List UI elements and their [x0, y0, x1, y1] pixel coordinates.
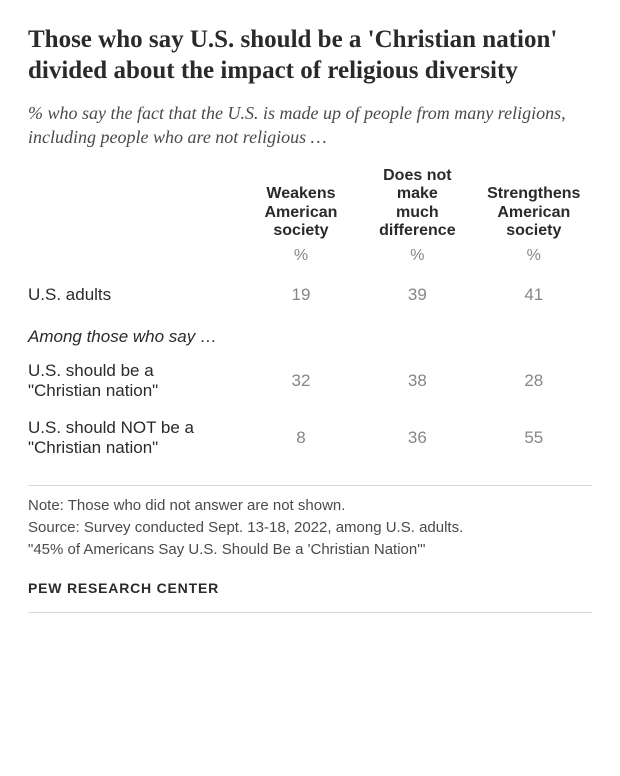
subtitle: % who say the fact that the U.S. is made…: [28, 101, 592, 150]
page-title: Those who say U.S. should be a 'Christia…: [28, 24, 592, 87]
data-table: Weakens American society Does not make m…: [28, 167, 592, 467]
section-header-row: Among those who say …: [28, 313, 592, 353]
table-row: U.S. should be a "Christian nation" 32 3…: [28, 353, 592, 410]
col-header-no-diff: Does not make much difference: [359, 167, 475, 243]
unit-row: % % %: [28, 243, 592, 277]
unit-label: %: [476, 243, 592, 277]
section-header: Among those who say …: [28, 313, 592, 353]
cell-value: 19: [243, 277, 359, 313]
cell-value: 28: [476, 353, 592, 410]
cell-value: 38: [359, 353, 475, 410]
row-label: U.S. adults: [28, 277, 243, 313]
attribution: PEW RESEARCH CENTER: [28, 580, 592, 613]
unit-label: %: [243, 243, 359, 277]
cell-value: 39: [359, 277, 475, 313]
note-line: Note: Those who did not answer are not s…: [28, 496, 592, 516]
note-line: Source: Survey conducted Sept. 13-18, 20…: [28, 518, 592, 538]
table-row: U.S. should NOT be a "Christian nation" …: [28, 410, 592, 467]
notes-block: Note: Those who did not answer are not s…: [28, 485, 592, 561]
cell-value: 41: [476, 277, 592, 313]
table-row: U.S. adults 19 39 41: [28, 277, 592, 313]
cell-value: 8: [243, 410, 359, 467]
row-label: U.S. should be a "Christian nation": [28, 353, 243, 410]
column-header-row: Weakens American society Does not make m…: [28, 167, 592, 243]
col-header-strengthens: Strengthens American society: [476, 167, 592, 243]
col-header-weakens: Weakens American society: [243, 167, 359, 243]
note-line: "45% of Americans Say U.S. Should Be a '…: [28, 540, 592, 560]
row-label: U.S. should NOT be a "Christian nation": [28, 410, 243, 467]
unit-label: %: [359, 243, 475, 277]
cell-value: 32: [243, 353, 359, 410]
cell-value: 36: [359, 410, 475, 467]
cell-value: 55: [476, 410, 592, 467]
